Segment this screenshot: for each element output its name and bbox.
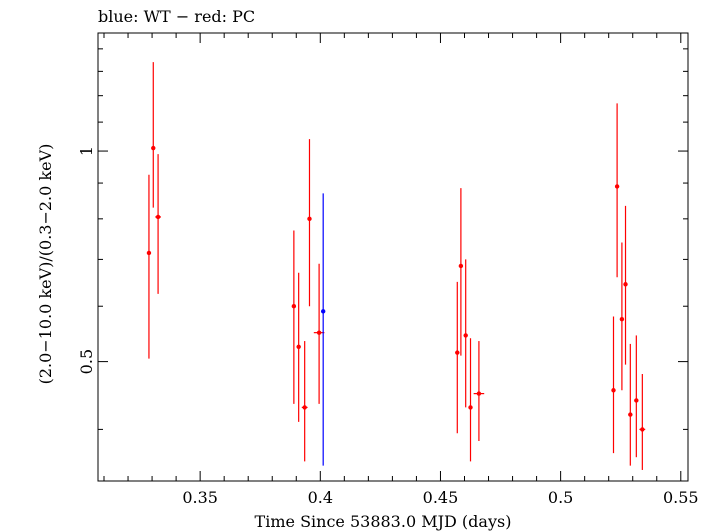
x-axis: 0.35 0.4 0.45 0.5 0.55 (103, 33, 699, 507)
chart-title: blue: WT − red: PC (98, 7, 255, 26)
x-tick-label: 0.5 (548, 488, 573, 507)
series (320, 193, 326, 466)
y-axis: 0.51 (77, 48, 688, 430)
plot-frame (97, 32, 689, 482)
data-point (476, 391, 482, 396)
data-point (623, 282, 628, 287)
data-point (307, 216, 312, 222)
data-point (619, 316, 625, 322)
y-tick-label: 1 (77, 146, 96, 156)
data-point (316, 330, 322, 335)
data-point (463, 333, 468, 338)
data-point (291, 304, 297, 309)
x-tick-label: 0.45 (423, 488, 459, 507)
data-point (296, 344, 301, 349)
data-point (155, 214, 161, 220)
x-tick-label: 0.4 (308, 488, 333, 507)
data-point (146, 250, 152, 256)
x-tick-label: 0.55 (663, 488, 699, 507)
data-point (320, 309, 326, 314)
y-tick-label: 0.5 (77, 349, 96, 374)
data-point (634, 398, 639, 403)
data-point (455, 350, 460, 355)
data-point (458, 263, 464, 269)
data-point (468, 405, 473, 410)
y-axis-label: (2.0−10.0 keV)/(0.3−2.0 keV) (36, 144, 55, 385)
series (146, 62, 646, 470)
x-tick-label: 0.35 (182, 488, 218, 507)
data-series (146, 62, 646, 470)
data-point (628, 412, 633, 417)
data-point (302, 405, 307, 410)
data-point (151, 145, 156, 151)
data-point (614, 184, 620, 189)
x-axis-label: Time Since 53883.0 MJD (days) (255, 512, 512, 531)
data-point (611, 388, 616, 393)
data-point (640, 427, 645, 432)
